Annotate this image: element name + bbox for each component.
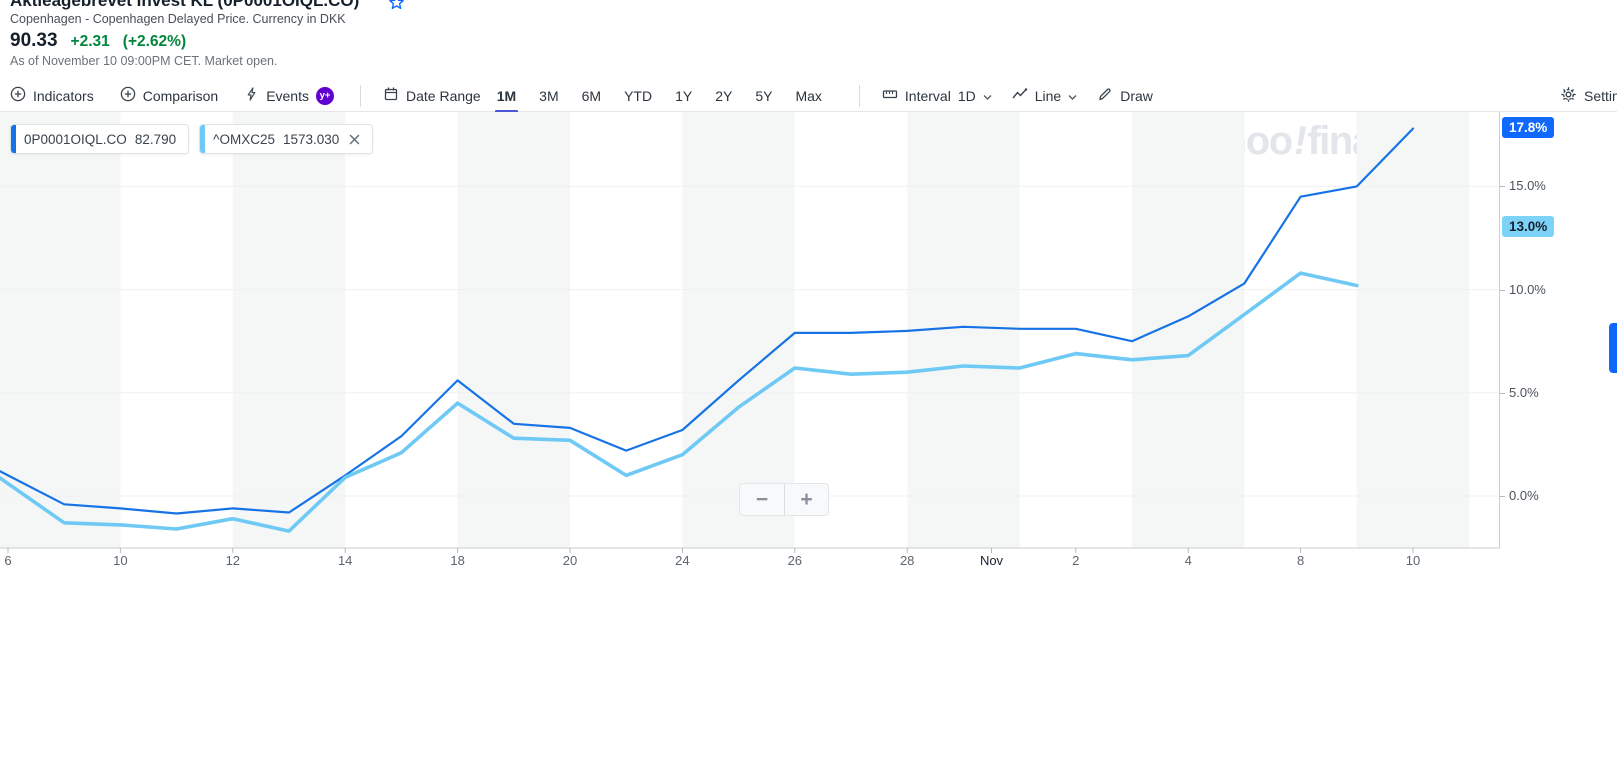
- plot-band: [1132, 112, 1245, 548]
- chart-area: yahoo!finance 0P0001OIQL.CO82.790^OMXC25…: [0, 112, 1617, 582]
- chevron-down-icon: [983, 88, 992, 104]
- date-range-buttons: 1M 3M 6M YTD 1Y 2Y 5Y Max: [494, 82, 843, 113]
- range-button-3m[interactable]: 3M: [537, 82, 560, 110]
- y-tick: [1500, 392, 1505, 394]
- plot-band: [1356, 112, 1470, 548]
- x-axis-label: 24: [675, 553, 690, 568]
- x-axis-labels: 6 10 12 14 18 20 24 26 28 Nov 2 4 8 10: [0, 553, 1500, 569]
- date-range-button[interactable]: Date Range: [383, 86, 481, 105]
- draw-button[interactable]: Draw: [1097, 86, 1153, 105]
- lightning-icon: [244, 86, 259, 105]
- current-value-badge-^OMXC25: 13.0%: [1502, 215, 1555, 237]
- range-button-2y[interactable]: 2Y: [713, 82, 734, 110]
- price-change: +2.31: [70, 33, 110, 50]
- legend-value: 82.790: [134, 131, 177, 147]
- indicators-label: Indicators: [33, 87, 94, 104]
- y-axis: 0.0% 5.0% 10.0% 15.0% 17.8% 13.0%: [1500, 112, 1617, 548]
- calendar-icon: [383, 86, 399, 105]
- x-axis-label: 18: [450, 553, 465, 568]
- x-axis-label: 26: [787, 553, 803, 568]
- plot-band: [907, 112, 1020, 548]
- chart-type-dropdown[interactable]: Line: [1012, 87, 1077, 104]
- settings-button[interactable]: Settings: [1560, 80, 1617, 112]
- series-legend: 0P0001OIQL.CO 82.790 ^OMXC25 1573.030: [10, 124, 374, 154]
- zoom-controls: − +: [739, 483, 829, 516]
- y-tick: [1500, 496, 1505, 497]
- legend-color-bar: [200, 125, 206, 153]
- page-title: Aktieagebrevet Invest KL (0P0001OIQL.CO): [10, 0, 360, 10]
- range-button-5y[interactable]: 5Y: [753, 82, 774, 110]
- plus-circle-icon: [120, 86, 136, 105]
- events-label: Events: [266, 87, 309, 104]
- x-axis-label: Nov: [979, 553, 1004, 568]
- x-axis-label: 12: [225, 553, 241, 568]
- x-axis-label: 14: [337, 553, 353, 568]
- x-axis-label: 10: [1405, 553, 1421, 568]
- x-axis-label: 20: [562, 553, 578, 568]
- date-range-label: Date Range: [406, 87, 481, 104]
- settings-label: Settings: [1584, 88, 1617, 104]
- y-axis-label: 5.0%: [1509, 384, 1539, 400]
- legend-value: 1573.030: [282, 131, 340, 147]
- legend-symbol: ^OMXC25: [213, 131, 275, 147]
- pencil-icon: [1097, 86, 1113, 105]
- range-button-max[interactable]: Max: [793, 82, 823, 110]
- comparison-label: Comparison: [142, 87, 219, 104]
- gear-icon: [1560, 86, 1577, 106]
- legend-color-bar: [11, 125, 16, 153]
- price-change-percent: (+2.62%): [122, 33, 187, 50]
- interval-label: Interval: [904, 87, 951, 104]
- legend-pill-0P0001OIQL.CO[interactable]: 0P0001OIQL.CO 82.790: [10, 124, 190, 154]
- close-icon[interactable]: [349, 134, 360, 145]
- favorite-star-icon[interactable]: [388, 0, 405, 16]
- interval-dropdown[interactable]: Interval 1D: [882, 86, 992, 105]
- zoom-in-button[interactable]: +: [784, 483, 829, 516]
- legend-pill-^OMXC25[interactable]: ^OMXC25 1573.030: [199, 124, 374, 154]
- yahoo-plus-badge: y+: [316, 86, 334, 105]
- range-button-1y[interactable]: 1Y: [673, 82, 694, 110]
- clipped-price-marker: [1609, 323, 1617, 373]
- interval-value: 1D: [957, 87, 976, 104]
- zoom-out-button[interactable]: −: [739, 483, 784, 516]
- range-button-1m[interactable]: 1M: [494, 82, 519, 113]
- plot-band: [0, 112, 121, 548]
- plus-circle-icon: [10, 86, 26, 105]
- chart-toolbar: Indicators Comparison Events y+ Date Ran…: [0, 80, 1617, 113]
- x-axis-label: 28: [899, 553, 915, 568]
- y-axis-label: 0.0%: [1509, 488, 1539, 503]
- legend-symbol: 0P0001OIQL.CO: [24, 131, 127, 147]
- x-axis-label: 4: [1184, 553, 1192, 568]
- range-button-6m[interactable]: 6M: [580, 82, 603, 110]
- current-value-badge-0P0001OIQL.CO: 17.8%: [1502, 116, 1555, 138]
- indicators-button[interactable]: Indicators: [10, 86, 94, 105]
- comparison-button[interactable]: Comparison: [120, 86, 218, 105]
- exchange-line: Copenhagen - Copenhagen Delayed Price. C…: [10, 12, 346, 26]
- chart-type-label: Line: [1034, 87, 1062, 104]
- events-button[interactable]: Events y+: [244, 86, 334, 105]
- plot-band: [457, 112, 570, 548]
- as-of-line: As of November 10 09:00PM CET. Market op…: [10, 54, 278, 68]
- toolbar-divider: [858, 84, 860, 107]
- price-row: 90.33 +2.31 (+2.62%): [10, 30, 186, 52]
- y-axis-label: 15.0%: [1509, 178, 1546, 194]
- line-chart-icon: [1012, 87, 1028, 104]
- x-axis-label: 10: [113, 553, 128, 568]
- draw-label: Draw: [1120, 87, 1153, 104]
- plot-band: [232, 112, 346, 548]
- chevron-down-icon: [1068, 88, 1077, 104]
- x-axis-label: 6: [4, 553, 12, 568]
- y-tick: [1500, 289, 1505, 291]
- x-axis-label: 8: [1296, 553, 1305, 568]
- x-axis-label: 2: [1072, 553, 1080, 568]
- current-price: 90.33: [10, 30, 58, 51]
- toolbar-divider: [360, 84, 361, 107]
- y-tick: [1500, 186, 1505, 188]
- y-axis-label: 10.0%: [1509, 281, 1546, 297]
- range-button-ytd[interactable]: YTD: [622, 82, 654, 110]
- ruler-icon: [882, 86, 898, 105]
